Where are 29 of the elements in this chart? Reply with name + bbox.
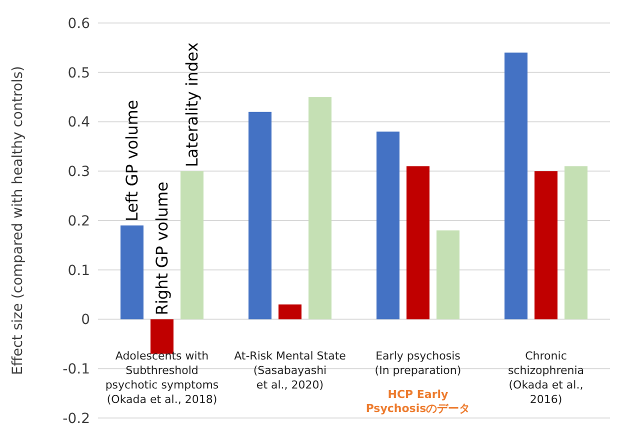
text: Laterality index	[182, 42, 202, 168]
y-tick-label: 0.5	[68, 65, 90, 82]
text: Left GP volume	[122, 100, 142, 222]
bar	[248, 112, 272, 320]
bar	[406, 166, 430, 320]
x-tick-label: Adolescents with Subthreshold psychotic symptoms (Okada et al., 2018)	[105, 349, 219, 406]
y-tick-label: 0.2	[68, 213, 90, 230]
y-tick-label: 0	[81, 312, 90, 328]
y-tick-label: -0.1	[62, 362, 90, 378]
bar	[436, 230, 460, 320]
y-tick-label: -0.2	[62, 410, 90, 426]
bar	[376, 132, 400, 320]
text: Right GP volume	[152, 182, 172, 316]
bar	[504, 52, 528, 320]
annotation: HCP Early Psychosisのデータ	[366, 388, 470, 415]
y-tick-label: 0.6	[68, 16, 90, 32]
bar	[564, 166, 588, 320]
bar	[278, 304, 302, 320]
y-tick-label: 0.1	[68, 262, 90, 279]
y-axis-title: Effect size (compared with healthy controls)	[10, 66, 26, 376]
x-tick-label: Early psychosis (In preparation)	[374, 349, 462, 377]
bar	[120, 225, 144, 320]
bar	[308, 97, 332, 320]
y-tick-label: 0.4	[68, 114, 90, 131]
y-tick-label: 0.3	[68, 164, 90, 180]
x-tick-label: Chronic schizophrenia (Okada et al., 2016)	[508, 349, 584, 406]
x-tick-label: At-Risk Mental State (Sasabayashi et al., 2020)	[234, 349, 346, 392]
bar	[534, 171, 558, 320]
bar	[180, 171, 204, 320]
